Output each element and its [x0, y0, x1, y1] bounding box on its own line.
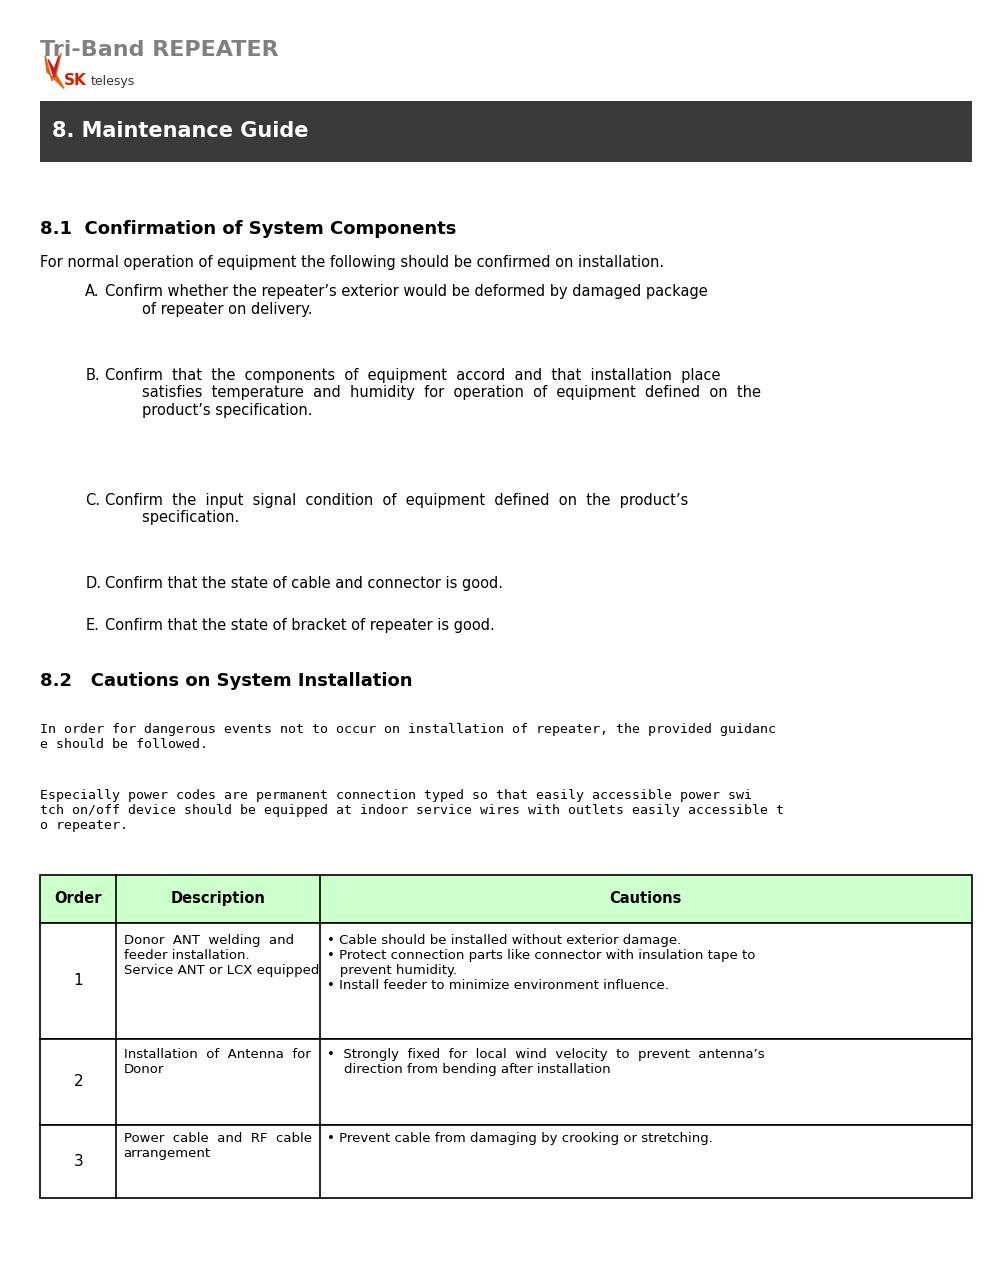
Text: •  Strongly  fixed  for  local  wind  velocity  to  prevent  antenna’s
    direc: • Strongly fixed for local wind velocity…	[327, 1048, 765, 1076]
Bar	[40, 1039, 972, 1125]
Text: Power  cable  and  RF  cable
arrangement: Power cable and RF cable arrangement	[123, 1133, 312, 1160]
Text: Cautions: Cautions	[609, 891, 682, 906]
Text: Confirm whether the repeater’s exterior would be deformed by damaged package
   : Confirm whether the repeater’s exterior …	[105, 284, 708, 317]
Bar	[40, 1125, 972, 1198]
Text: Confirm  that  the  components  of  equipment  accord  and  that  installation  : Confirm that the components of equipment…	[105, 368, 762, 417]
Bar	[40, 923, 972, 1039]
Text: Tri-Band REPEATER: Tri-Band REPEATER	[40, 40, 279, 61]
Text: Donor  ANT  welding  and
feeder installation.
Service ANT or LCX equipped: Donor ANT welding and feeder installatio…	[123, 934, 319, 977]
Text: telesys: telesys	[91, 76, 135, 88]
Text: In order for dangerous events not to occur on installation of repeater, the prov: In order for dangerous events not to occ…	[40, 723, 777, 751]
Text: SK: SK	[64, 73, 87, 88]
Text: Confirm  the  input  signal  condition  of  equipment  defined  on  the  product: Confirm the input signal condition of eq…	[105, 493, 688, 526]
Text: Confirm that the state of bracket of repeater is good.: Confirm that the state of bracket of rep…	[105, 618, 495, 633]
Text: E.: E.	[85, 618, 99, 633]
Text: • Cable should be installed without exterior damage.
• Protect connection parts : • Cable should be installed without exte…	[327, 934, 756, 992]
Text: 3: 3	[73, 1154, 83, 1169]
Text: 8. Maintenance Guide: 8. Maintenance Guide	[52, 121, 309, 142]
Text: 2: 2	[73, 1074, 83, 1090]
Text: B.: B.	[85, 368, 100, 383]
Text: 8.2   Cautions on System Installation: 8.2 Cautions on System Installation	[40, 672, 413, 690]
Polygon shape	[48, 56, 59, 77]
Polygon shape	[45, 53, 64, 88]
Text: 8.1  Confirmation of System Components: 8.1 Confirmation of System Components	[40, 220, 457, 238]
Text: 1: 1	[73, 973, 83, 988]
Bar	[40, 101, 972, 162]
Text: Installation  of  Antenna  for
Donor: Installation of Antenna for Donor	[123, 1048, 311, 1076]
Text: A.: A.	[85, 284, 99, 300]
Bar	[40, 875, 972, 923]
Text: Confirm that the state of cable and connector is good.: Confirm that the state of cable and conn…	[105, 576, 503, 592]
Text: • Prevent cable from damaging by crooking or stretching.: • Prevent cable from damaging by crookin…	[327, 1133, 712, 1145]
Text: Especially power codes are permanent connection typed so that easily accessible : Especially power codes are permanent con…	[40, 789, 785, 832]
Text: For normal operation of equipment the following should be confirmed on installat: For normal operation of equipment the fo…	[40, 255, 664, 270]
Text: Description: Description	[170, 891, 266, 906]
Text: D.: D.	[85, 576, 101, 592]
Text: Order: Order	[54, 891, 102, 906]
Text: C.: C.	[85, 493, 100, 508]
